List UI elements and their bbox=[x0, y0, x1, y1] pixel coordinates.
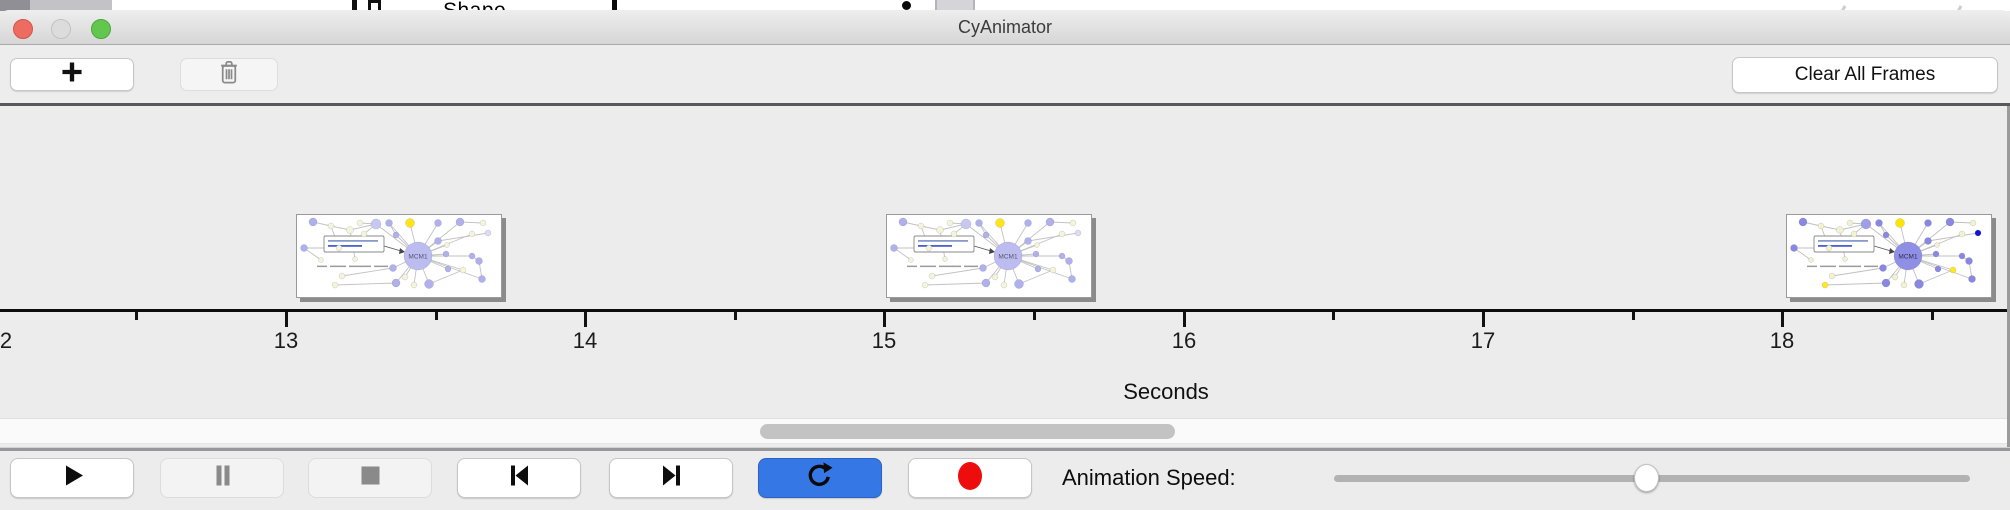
tick-major bbox=[882, 312, 886, 327]
axis-label: Seconds bbox=[1123, 379, 1209, 404]
svg-text:MCM1: MCM1 bbox=[998, 253, 1018, 260]
ruler-axis-line bbox=[0, 309, 2007, 312]
record-icon bbox=[956, 461, 984, 496]
loop-icon bbox=[805, 461, 835, 496]
play-icon bbox=[59, 462, 86, 494]
tick-minor bbox=[1631, 312, 1635, 320]
add-frame-button[interactable] bbox=[10, 58, 134, 91]
background-window-fragment bbox=[0, 0, 30, 11]
tick-major bbox=[284, 312, 288, 327]
background-window-fragment bbox=[935, 0, 975, 11]
divider bbox=[0, 448, 2010, 451]
tick-major bbox=[1182, 312, 1186, 327]
svg-text:MCM1: MCM1 bbox=[408, 253, 428, 260]
zoom-button[interactable] bbox=[91, 19, 111, 39]
loop-button[interactable] bbox=[758, 458, 882, 498]
frame-thumbnail-13s[interactable]: MCM1 bbox=[296, 214, 502, 298]
animation-speed-slider[interactable] bbox=[1334, 464, 1970, 492]
frame-thumbnail-18s[interactable]: MCM1 bbox=[1786, 214, 1992, 298]
background-window-fragment bbox=[352, 0, 357, 10]
pause-button[interactable] bbox=[160, 458, 284, 498]
timeline-panel: MCM1 MCM1 MCM1 2 13 14 15 16 17 18 Seconds bbox=[0, 106, 2010, 447]
tick-major bbox=[1481, 312, 1485, 327]
clear-all-frames-button[interactable]: Clear All Frames bbox=[1732, 57, 1998, 93]
tick-label: 16 bbox=[1171, 328, 1197, 353]
window-title: CyAnimator bbox=[957, 17, 1053, 37]
tick-minor bbox=[733, 312, 737, 320]
divider bbox=[0, 447, 2010, 448]
tick-minor bbox=[1032, 312, 1036, 320]
tick-minor bbox=[1930, 312, 1934, 320]
background-window-fragment bbox=[902, 1, 911, 10]
slider-thumb[interactable] bbox=[1633, 464, 1659, 492]
tick-label: 13 bbox=[273, 328, 299, 353]
skip-to-start-button[interactable] bbox=[457, 458, 581, 498]
panel-top-border bbox=[0, 103, 2010, 106]
scrollbar-thumb[interactable] bbox=[760, 424, 1175, 439]
svg-text:MCM1: MCM1 bbox=[1898, 253, 1918, 260]
skip-to-end-button[interactable] bbox=[609, 458, 733, 498]
record-button[interactable] bbox=[908, 458, 1032, 498]
tick-major bbox=[583, 312, 587, 327]
background-window-text: Shape bbox=[443, 0, 506, 11]
tick-minor bbox=[134, 312, 138, 320]
tick-label: 18 bbox=[1769, 328, 1795, 353]
titlebar: CyAnimator bbox=[0, 10, 2010, 45]
delete-frame-button[interactable] bbox=[180, 58, 278, 91]
frame-thumbnail-15s[interactable]: MCM1 bbox=[886, 214, 1092, 298]
skip-to-start-icon bbox=[506, 462, 533, 494]
playback-controls: Animation Speed: bbox=[0, 451, 2010, 510]
trash-icon bbox=[217, 59, 241, 91]
close-button[interactable] bbox=[13, 19, 33, 39]
minimize-button[interactable] bbox=[51, 19, 71, 39]
tick-label: 2 bbox=[0, 328, 13, 353]
background-window-fragment bbox=[368, 0, 381, 10]
tick-label: 14 bbox=[572, 328, 598, 353]
background-window-fragment bbox=[612, 0, 617, 11]
toolbar: Clear All Frames bbox=[0, 45, 2010, 103]
stop-button[interactable] bbox=[308, 458, 432, 498]
plus-icon bbox=[59, 59, 85, 90]
skip-to-end-icon bbox=[658, 462, 685, 494]
tick-minor bbox=[1331, 312, 1335, 320]
tick-major bbox=[1780, 312, 1784, 327]
tick-label: 17 bbox=[1470, 328, 1496, 353]
tick-minor bbox=[434, 312, 438, 320]
background-window-strip: Shape bbox=[0, 0, 2010, 11]
pause-icon bbox=[209, 462, 236, 494]
timeline-scrollbar[interactable] bbox=[0, 418, 2007, 444]
background-window-fragment bbox=[30, 0, 112, 11]
tick-label: 15 bbox=[871, 328, 897, 353]
stop-icon bbox=[357, 462, 384, 494]
play-button[interactable] bbox=[10, 458, 134, 498]
panel-right-border bbox=[2007, 106, 2010, 451]
animation-speed-label: Animation Speed: bbox=[1062, 465, 1236, 490]
